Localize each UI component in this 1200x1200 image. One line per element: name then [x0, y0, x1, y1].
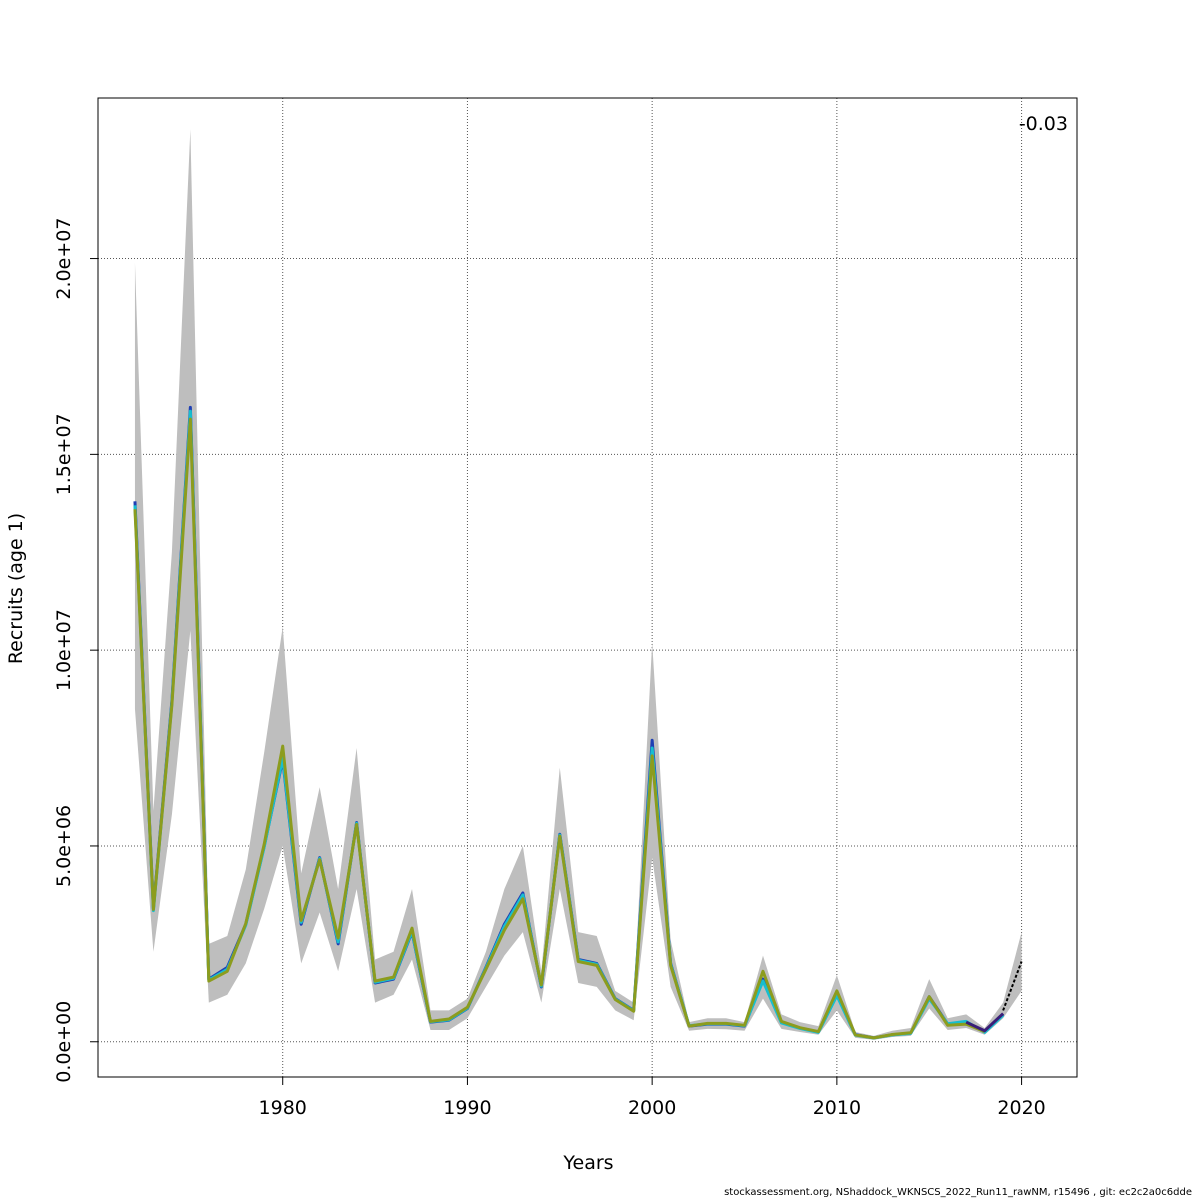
x-tick-label: 2020 [997, 1097, 1045, 1119]
y-tick-label: 0.0e+00 [53, 1001, 75, 1083]
y-tick-label: 2.0e+07 [53, 218, 75, 300]
x-tick-label: 2010 [813, 1097, 861, 1119]
y-axis-title: Recruits (age 1) [5, 513, 27, 664]
series-line-purple [965, 1012, 1005, 1033]
x-tick-label: 1980 [259, 1097, 307, 1119]
y-tick-label: 1.0e+07 [53, 609, 75, 691]
footer-caption: stockassessment.org, NShaddock_WKNSCS_20… [724, 1187, 1192, 1198]
y-tick-label: 1.5e+07 [53, 413, 75, 495]
series-line-olive [133, 417, 986, 1040]
x-axis-title: Years [562, 1152, 613, 1174]
annotation-text: -0.03 [1019, 113, 1068, 135]
series-line-black [1002, 961, 1023, 1011]
grid-lines [98, 98, 1077, 1077]
x-tick-label: 2000 [628, 1097, 676, 1119]
axes: 1980 1990 2000 2010 2020 0.0e+00 5.0e+06 1.0e+0… [53, 218, 1046, 1119]
x-tick-label: 1990 [443, 1097, 491, 1119]
confidence-band-layer [134, 129, 1022, 1040]
y-tick-label: 5.0e+06 [53, 805, 75, 887]
confidence-band [134, 129, 1022, 1040]
plot-frame [97, 97, 1078, 1078]
series-layer [133, 405, 1023, 1040]
